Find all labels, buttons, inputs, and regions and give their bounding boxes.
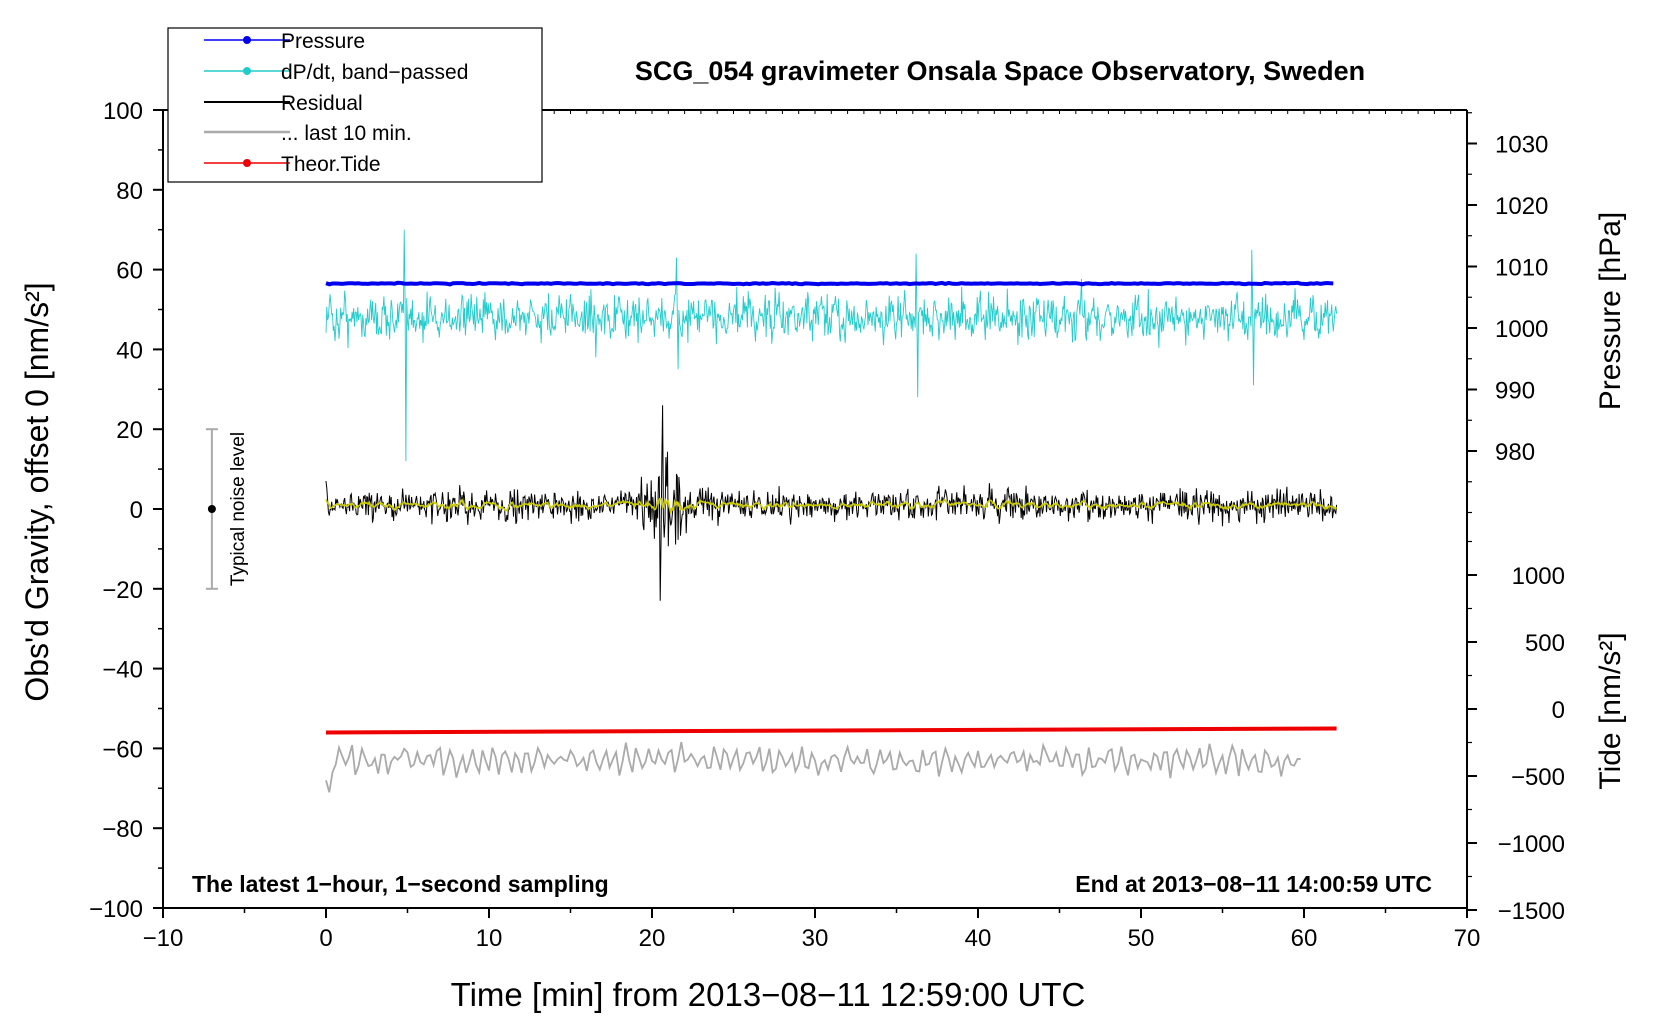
y-axis-label-left: Obs'd Gravity, offset 0 [nm/s²] — [19, 282, 55, 701]
plot-area — [325, 229, 1338, 793]
pressure-tick-label: 990 — [1495, 378, 1535, 405]
noise-indicator: Typical noise level — [205, 428, 249, 590]
x-tick-label: 20 — [639, 925, 666, 952]
x-tick-label: 30 — [802, 925, 829, 952]
y-tick-label: 60 — [116, 258, 143, 285]
pressure-tick-label: 1030 — [1495, 132, 1548, 159]
y-tick-label: −100 — [89, 896, 143, 923]
y-tick-label: 100 — [103, 98, 143, 125]
pressure-tick-label: 1000 — [1495, 316, 1548, 343]
x-tick-label: 10 — [476, 925, 503, 952]
y-tick-label: −20 — [102, 577, 143, 604]
tide-series-line — [325, 726, 1337, 735]
tide-tick-label: 0 — [1552, 697, 1565, 724]
pressure-tick-label: 980 — [1495, 439, 1535, 466]
legend-item-pressure: Pressure — [204, 30, 365, 53]
x-axis-label: Time [min] from 2013−08−11 12:59:00 UTC — [451, 976, 1086, 1013]
x-tick-label: 40 — [965, 925, 992, 952]
legend-marker-tide — [243, 159, 251, 167]
legend-marker-pressure — [243, 36, 251, 44]
pressure-series-line — [325, 280, 1334, 287]
x-tick-label: 0 — [319, 925, 332, 952]
legend-label-last-10-min: ... last 10 min. — [281, 122, 412, 145]
x-tick-label: 50 — [1128, 925, 1155, 952]
tide-tick-label: 500 — [1525, 630, 1565, 657]
y-tick-label: 0 — [130, 497, 143, 524]
x-tick-label: −10 — [143, 925, 184, 952]
legend-label-tide: Theor.Tide — [281, 153, 381, 176]
legend-label-pressure: Pressure — [281, 30, 365, 53]
x-tick-label: 60 — [1291, 925, 1318, 952]
noise-center-dot — [207, 505, 216, 513]
residual-series-line — [325, 405, 1338, 601]
y-tick-label: 40 — [116, 337, 143, 364]
pressure-tick-label: 1020 — [1495, 193, 1548, 220]
legend-label-dpdt: dP/dt, band−passed — [281, 61, 468, 84]
residual-smoothed-line — [325, 497, 1337, 514]
legend-item-last-10-min: ... last 10 min. — [204, 122, 412, 145]
x-tick-label: 70 — [1454, 925, 1481, 952]
dpdt-series-line — [325, 229, 1338, 462]
noise-label: Typical noise level — [228, 432, 249, 586]
y-tick-label: −60 — [102, 736, 143, 763]
y-tick-label: 20 — [116, 417, 143, 444]
tide-tick-label: −500 — [1511, 764, 1565, 791]
pressure-tick-label: 1010 — [1495, 255, 1548, 282]
annotation-end-time: End at 2013−08−11 14:00:59 UTC — [1075, 871, 1432, 897]
y-tick-label: −80 — [102, 816, 143, 843]
y-axis-label-pressure: Pressure [hPa] — [1594, 212, 1627, 410]
legend: Pressure dP/dt, band−passed Residual ...… — [167, 27, 543, 183]
legend-marker-dpdt — [243, 67, 251, 75]
legend-box — [167, 27, 543, 183]
legend-item-dpdt: dP/dt, band−passed — [204, 61, 468, 84]
legend-item-tide: Theor.Tide — [204, 153, 381, 176]
tide-tick-label: −1500 — [1498, 898, 1565, 925]
tide-tick-label: 1000 — [1512, 563, 1565, 590]
legend-item-residual: Residual — [204, 92, 363, 115]
annotation-sampling: The latest 1−hour, 1−second sampling — [192, 871, 609, 897]
chart-title: SCG_054 gravimeter Onsala Space Observat… — [635, 56, 1365, 86]
y-tick-label: 80 — [116, 178, 143, 205]
legend-label-residual: Residual — [281, 92, 363, 115]
y-tick-label: −40 — [102, 657, 143, 684]
y-axis-label-tide: Tide [nm/s²] — [1594, 632, 1627, 789]
last-10-min-series-line — [325, 741, 1301, 793]
tide-tick-label: −1000 — [1498, 831, 1565, 858]
